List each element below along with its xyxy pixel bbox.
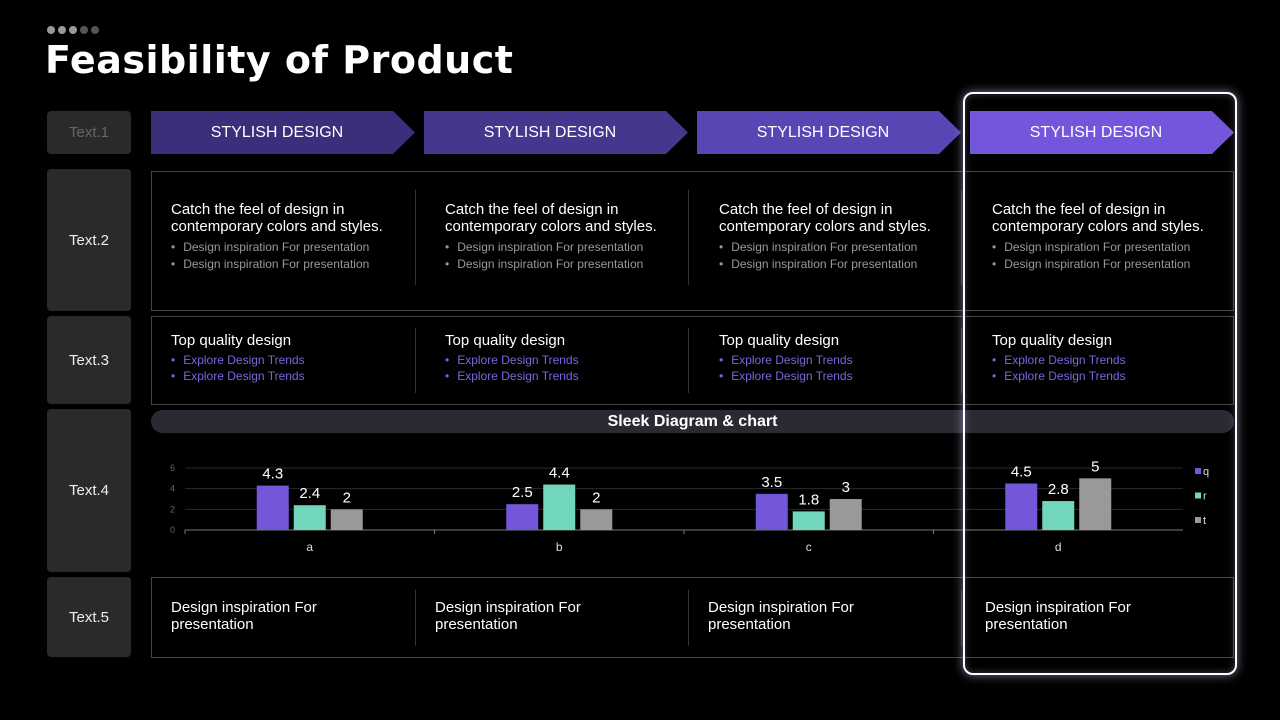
row5-cell: Design inspiration For presentation <box>985 599 1131 633</box>
legend-label: q <box>1203 466 1209 478</box>
bullet: Design inspiration For presentation <box>171 256 406 273</box>
bar-t-b <box>580 509 613 530</box>
data-label: 3.5 <box>761 474 782 491</box>
column-divider <box>961 190 962 285</box>
x-tick-label: c <box>806 540 812 554</box>
bullet: Design inspiration For presentation <box>719 239 954 256</box>
row2-cell: Catch the feel of design in contemporary… <box>719 201 954 273</box>
bullet: Design inspiration For presentation <box>992 239 1227 256</box>
bar-t-c <box>829 499 862 530</box>
column-divider <box>415 190 416 285</box>
data-label: 4.4 <box>549 465 570 482</box>
row3-cell: Top quality design Explore Design TrendsE… <box>171 332 406 384</box>
data-label: 2.8 <box>1048 481 1069 498</box>
row3-title: Top quality design <box>171 332 292 349</box>
x-tick-label: a <box>306 540 313 554</box>
column-divider <box>688 590 689 646</box>
bar-q-d <box>1005 483 1038 530</box>
bar-t-a <box>330 509 363 530</box>
bar-q-b <box>506 504 539 530</box>
data-label: 2 <box>592 489 600 506</box>
column-divider <box>961 328 962 393</box>
data-label: 3 <box>842 479 850 496</box>
row-5-box <box>151 577 1234 658</box>
legend-swatch-r <box>1195 492 1201 499</box>
bullet: Explore Design Trends <box>171 368 406 384</box>
column-header-3: STYLISH DESIGN <box>697 111 961 154</box>
data-label: 2.5 <box>512 484 533 501</box>
highlight-frame <box>963 92 1237 675</box>
page-title: Feasibility of Product <box>45 38 514 82</box>
row5-cell: Design inspiration For presentation <box>435 599 581 633</box>
bullet: Explore Design Trends <box>719 352 954 368</box>
data-label: 5 <box>1091 458 1099 475</box>
column-header-2: STYLISH DESIGN <box>424 111 688 154</box>
data-label: 4.3 <box>262 466 283 483</box>
column-header-4: STYLISH DESIGN <box>970 111 1234 154</box>
row-label-2: Text.2 <box>47 169 131 311</box>
bullet: Explore Design Trends <box>445 368 680 384</box>
bar-t-d <box>1079 478 1112 530</box>
row3-title: Top quality design <box>992 332 1113 349</box>
bar-q-c <box>755 493 788 530</box>
row2-cell: Catch the feel of design in contemporary… <box>171 201 406 273</box>
row3-title: Top quality design <box>719 332 840 349</box>
bullet: Explore Design Trends <box>445 352 680 368</box>
row-label-3: Text.3 <box>47 316 131 404</box>
row2-title: Catch the feel of design in contemporary… <box>992 201 1204 235</box>
legend-swatch-t <box>1195 517 1201 523</box>
legend-swatch-q <box>1195 468 1201 474</box>
bar-chart: 0 2 4 6 a 4.3 2.4 2 b 2.5 4.4 2 c 3.5 1.8 3 d 4.5 2.8 5 q rt <box>170 458 1209 554</box>
x-tick-label: b <box>556 540 563 554</box>
legend-label: t <box>1203 515 1206 527</box>
row3-cell: Top quality design Explore Design TrendsE… <box>445 332 680 384</box>
bullet: Explore Design Trends <box>992 368 1227 384</box>
y-tick-label: 6 <box>170 463 175 473</box>
y-tick-label: 4 <box>170 484 175 494</box>
row3-cell: Top quality design Explore Design TrendsE… <box>719 332 954 384</box>
row-label-4: Text.4 <box>47 409 131 572</box>
row3-title: Top quality design <box>445 332 566 349</box>
column-divider <box>415 328 416 393</box>
bullet: Explore Design Trends <box>719 368 954 384</box>
row-2-box <box>151 171 1234 311</box>
column-divider <box>688 328 689 393</box>
data-label: 2.4 <box>299 485 320 502</box>
data-label: 2 <box>343 489 351 506</box>
row5-cell: Design inspiration For presentation <box>171 599 317 633</box>
column-header-1: STYLISH DESIGN <box>151 111 415 154</box>
row2-title: Catch the feel of design in contemporary… <box>719 201 931 235</box>
row-3-box <box>151 316 1234 405</box>
column-divider <box>961 590 962 646</box>
column-divider <box>688 190 689 285</box>
column-divider <box>415 590 416 646</box>
bullet: Explore Design Trends <box>992 352 1227 368</box>
bullet: Explore Design Trends <box>171 352 406 368</box>
row2-cell: Catch the feel of design in contemporary… <box>445 201 680 273</box>
bullet: Design inspiration For presentation <box>719 256 954 273</box>
bullet: Design inspiration For presentation <box>171 239 406 256</box>
slide-dots <box>47 26 99 34</box>
y-tick-label: 0 <box>170 525 175 535</box>
bar-r-d <box>1042 501 1075 530</box>
row3-cell: Top quality design Explore Design TrendsE… <box>992 332 1227 384</box>
legend-label: r <box>1203 491 1207 503</box>
bullet: Design inspiration For presentation <box>992 256 1227 273</box>
bar-r-c <box>792 511 825 530</box>
row2-cell: Catch the feel of design in contemporary… <box>992 201 1227 273</box>
row-label-1: Text.1 <box>47 111 131 154</box>
y-tick-label: 2 <box>170 504 175 514</box>
bar-r-b <box>543 484 576 530</box>
row-label-5: Text.5 <box>47 577 131 657</box>
bar-q-a <box>256 485 289 530</box>
row2-title: Catch the feel of design in contemporary… <box>445 201 657 235</box>
data-label: 4.5 <box>1011 464 1032 481</box>
bullet: Design inspiration For presentation <box>445 256 680 273</box>
row5-cell: Design inspiration For presentation <box>708 599 854 633</box>
data-label: 1.8 <box>798 491 819 508</box>
bullet: Design inspiration For presentation <box>445 239 680 256</box>
row2-title: Catch the feel of design in contemporary… <box>171 201 383 235</box>
bar-r-a <box>293 505 326 530</box>
x-tick-label: d <box>1055 540 1062 554</box>
